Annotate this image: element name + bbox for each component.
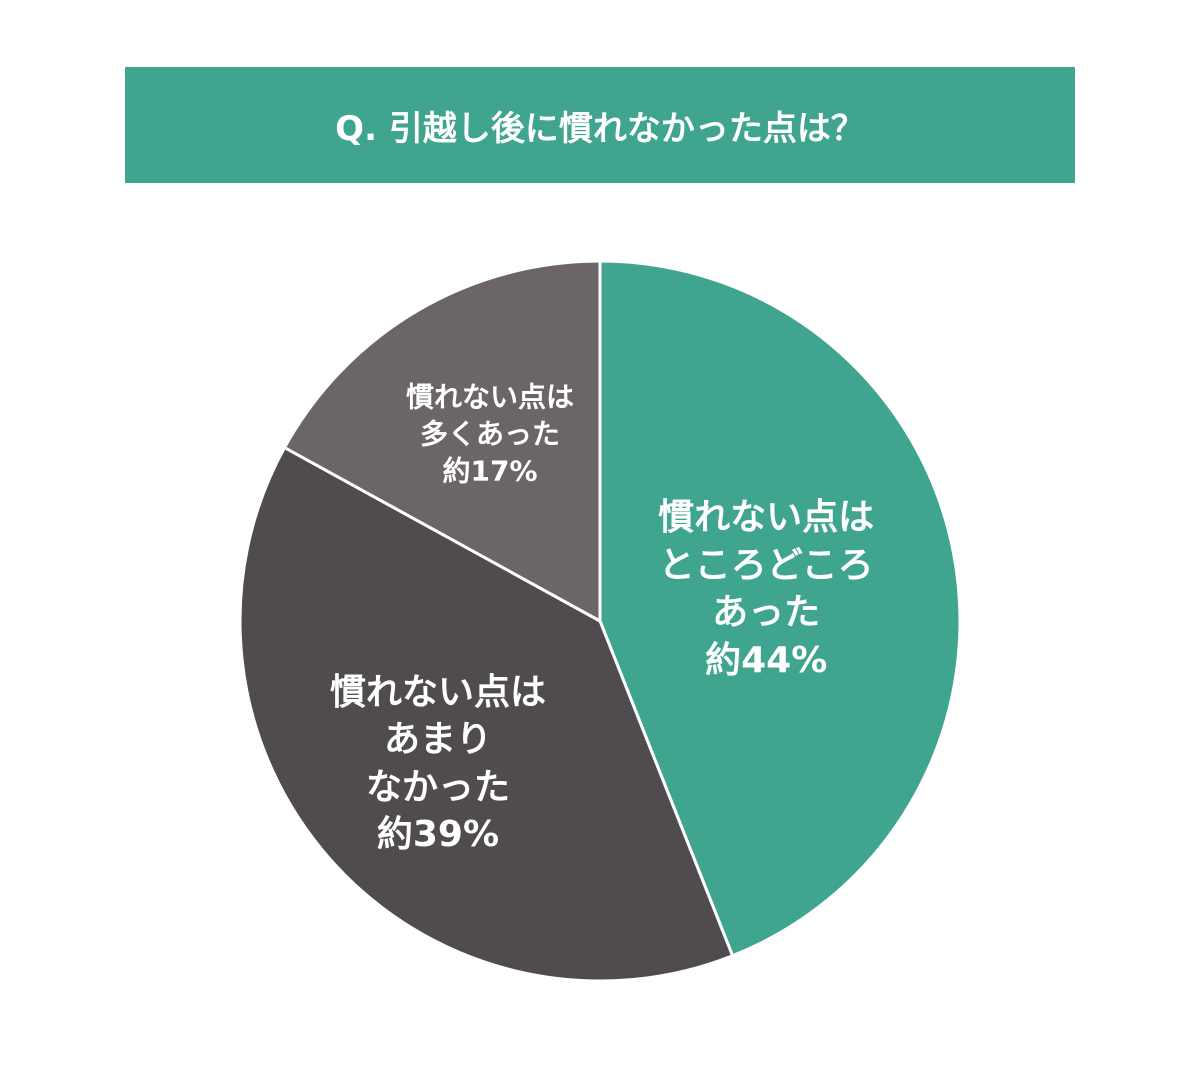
slice-label: 慣れない点は 多くあった 約17%	[406, 380, 574, 491]
chart-title: Q. 引越し後に慣れなかった点は？	[125, 67, 1075, 183]
pie-slice	[598, 259, 962, 958]
pie-slice	[238, 445, 735, 983]
category-label: 慣れない点は あまり なかった	[329, 671, 546, 808]
category-label: 慣れない点は 多くあった	[406, 380, 575, 451]
pie-slice	[282, 259, 602, 624]
value-label: 約44%	[705, 639, 828, 681]
category-label: 慣れない点は ところどころ あった	[658, 497, 875, 634]
slice-label: 慣れない点は あまり なかった約39%	[330, 669, 546, 859]
value-label: 約17%	[442, 454, 538, 488]
slice-label: 慣れない点は ところどころ あった約44%	[658, 494, 874, 684]
value-label: 約39%	[376, 814, 500, 856]
